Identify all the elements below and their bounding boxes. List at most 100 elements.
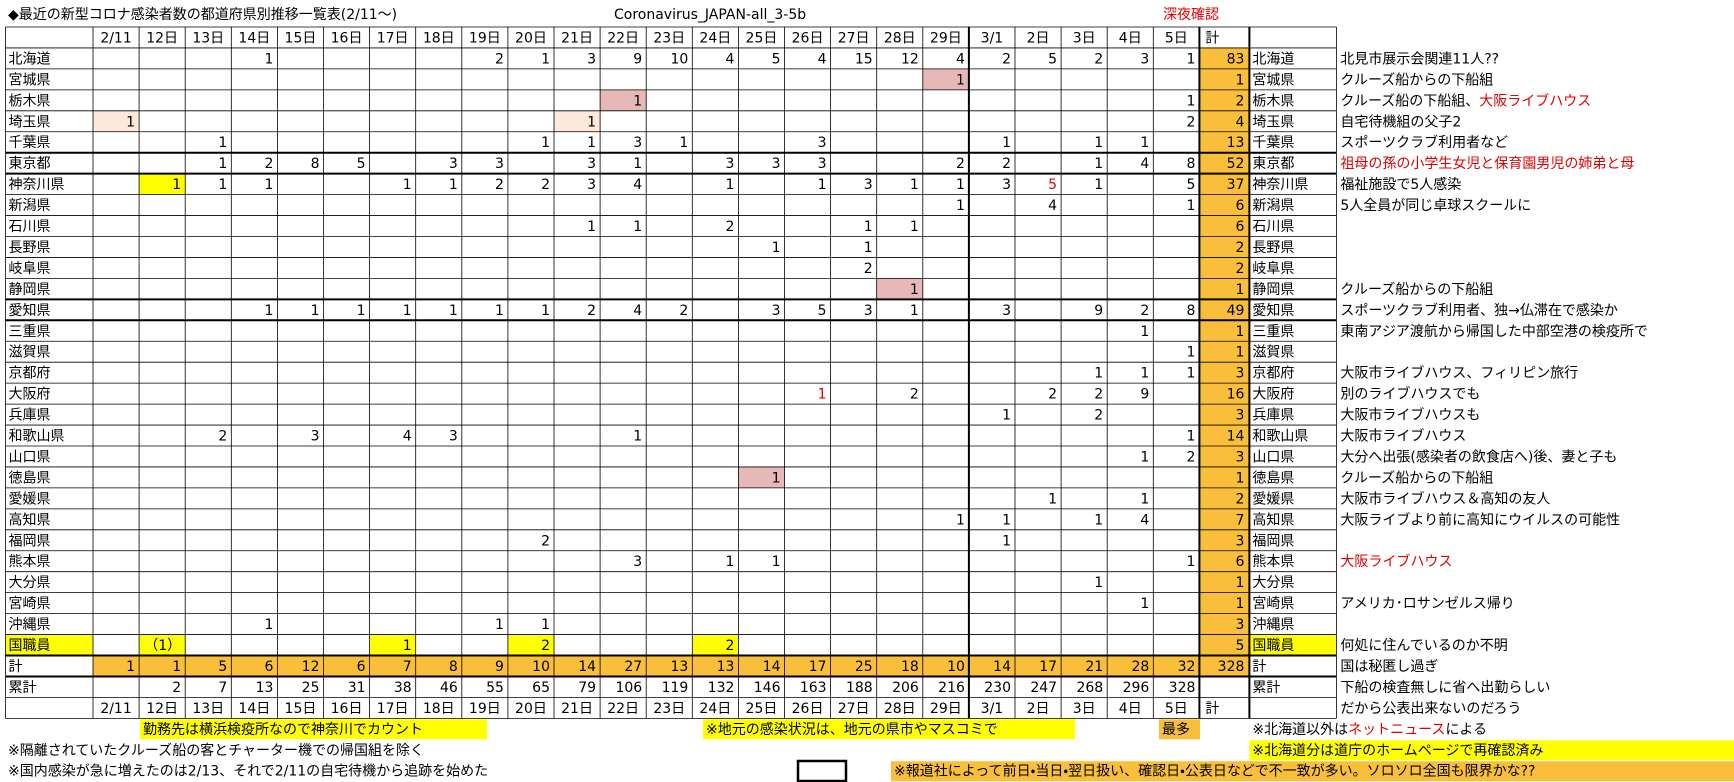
date-header: 22日	[607, 701, 639, 717]
cell-value: 1	[1002, 408, 1011, 424]
cell-value: 4	[1048, 198, 1057, 214]
cell-value: 2	[1186, 114, 1195, 130]
row-comment: 祖母の孫の小学生女児と保育園男児の姉弟と母	[1340, 156, 1634, 172]
total-value: 1	[1235, 345, 1244, 361]
cell-value: 1	[1140, 491, 1149, 507]
cell-value: 14	[993, 659, 1011, 675]
total-value: 6	[1235, 554, 1244, 570]
cell-value: 8	[449, 659, 458, 675]
cell-value: 1	[725, 177, 734, 193]
total-header: 計	[1205, 30, 1219, 46]
total-value: 7	[1235, 512, 1244, 528]
cell-value: （1）	[144, 638, 181, 654]
date-header: 4日	[1119, 30, 1142, 46]
total-cell-fill	[1199, 634, 1250, 656]
date-header: 3日	[1073, 30, 1096, 46]
cell-value: 1	[1094, 512, 1103, 528]
date-header: 27日	[838, 30, 870, 46]
total-cell-fill	[1199, 173, 1250, 195]
cell-value: 1	[633, 429, 642, 445]
cell-value: 1	[172, 177, 181, 193]
cell-value: 1	[1002, 135, 1011, 151]
cell-value: 1	[1002, 533, 1011, 549]
row-name: 高知県	[9, 511, 51, 528]
cell-value: 3	[1002, 177, 1011, 193]
row-name: 宮城県	[9, 72, 51, 88]
cell-value: 1	[403, 303, 412, 319]
row-comment: 大阪ライブより前に高知にウイルスの可能性	[1340, 511, 1620, 528]
date-header: 17日	[377, 701, 409, 717]
cell-value: 3	[633, 135, 642, 151]
row-name: 千葉県	[1252, 135, 1294, 151]
cell-value: 2	[541, 638, 550, 654]
total-value: 1	[1235, 470, 1244, 486]
cell-value: 2	[1048, 387, 1057, 403]
cell-value: 163	[800, 680, 827, 696]
cell-value: 6	[357, 659, 366, 675]
row-name: 京都府	[9, 366, 51, 382]
date-header: 26日	[792, 701, 824, 717]
total-value: 2	[1235, 93, 1244, 109]
date-header: 5日	[1165, 701, 1188, 717]
cell-value: 1	[633, 156, 642, 172]
row-comment: スポーツクラブ利用者、独→仏滞在で感染か	[1340, 302, 1617, 319]
cell-value: 13	[717, 659, 735, 675]
cell-value: 10	[532, 659, 550, 675]
cell-value: 10	[670, 51, 688, 67]
comment-part: 大阪ライブハウス	[1479, 92, 1591, 109]
cell-value: 3	[587, 156, 596, 172]
cell-value: 15	[855, 51, 873, 67]
date-header: 3/1	[981, 30, 1004, 46]
row-name: 累計	[9, 680, 37, 696]
date-header: 22日	[607, 30, 639, 46]
row-comment: アメリカ･ロサンゼルス帰り	[1340, 595, 1514, 612]
date-header: 16日	[331, 701, 363, 717]
total-cell-fill	[1199, 341, 1250, 363]
total-value: 37	[1227, 177, 1245, 193]
cell-value: 14	[763, 659, 781, 675]
cell-value: 9	[1140, 387, 1149, 403]
row-name: 滋賀県	[1252, 345, 1294, 361]
cell-value: 4	[725, 51, 734, 67]
row-comment: 大阪市ライブハウス、フィリピン旅行	[1340, 365, 1578, 382]
cell-value: 3	[587, 51, 596, 67]
row-name: 埼玉県	[1252, 114, 1294, 130]
cell-value: 2	[725, 638, 734, 654]
comment-part: クルーズ船の下船組、	[1340, 93, 1479, 109]
row-name: 国職員	[9, 638, 51, 654]
cell-value: 1	[587, 219, 596, 235]
cell-value: 2	[1094, 408, 1103, 424]
row-name: 沖縄県	[9, 617, 51, 633]
row-name: 静岡県	[1252, 282, 1294, 298]
cell-value: 55	[486, 680, 504, 696]
cell-value: 1	[1094, 135, 1103, 151]
cell-value: 7	[218, 680, 227, 696]
row-name: 長野県	[9, 240, 51, 256]
date-header: 16日	[331, 30, 363, 46]
date-header: 14日	[238, 701, 270, 717]
total-cell-fill	[1199, 110, 1250, 132]
row-comment: 東南アジア渡航から帰国した中部空港の検疫所で	[1340, 323, 1647, 340]
cell-value: 1	[218, 156, 227, 172]
cell-value: 3	[818, 156, 827, 172]
cell-value: 1	[541, 135, 550, 151]
total-value: 16	[1227, 387, 1245, 403]
row-comment: 下船の検査無しに省へ出勤らしい	[1340, 680, 1550, 696]
cell-value: 1	[1094, 156, 1103, 172]
cell-value: 3	[633, 554, 642, 570]
cell-value: 216	[938, 680, 965, 696]
date-header: 23日	[653, 701, 685, 717]
cell-value: 2	[1002, 156, 1011, 172]
cell-value: 247	[1030, 680, 1057, 696]
highlight-cell	[139, 173, 186, 195]
highlight-cell	[369, 634, 416, 656]
date-header: 2/11	[100, 30, 131, 46]
row-name: 山口県	[1252, 449, 1294, 465]
row-comment: だから公表出来ないのだろう	[1340, 701, 1521, 717]
date-header: 25日	[746, 701, 778, 717]
cell-value: 1	[1094, 177, 1103, 193]
date-header: 28日	[884, 701, 916, 717]
cell-value: 296	[1123, 680, 1150, 696]
note-part: ※北海道以外は	[1252, 722, 1348, 738]
total-value: 1	[1235, 575, 1244, 591]
